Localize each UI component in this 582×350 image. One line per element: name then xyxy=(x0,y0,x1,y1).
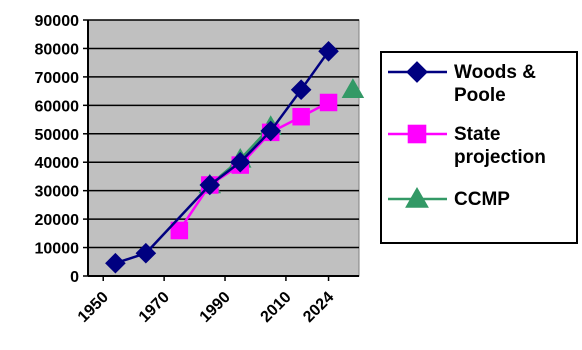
x-tick-label: 1990 xyxy=(197,289,234,326)
y-tick-label: 90000 xyxy=(35,13,80,30)
series-line-segment xyxy=(144,184,211,255)
y-tick-label: 20000 xyxy=(35,212,80,229)
legend-entry: CCMP xyxy=(388,186,510,210)
data-point xyxy=(341,78,365,98)
data-point xyxy=(406,61,428,83)
data-point xyxy=(318,40,339,62)
y-tick-label: 70000 xyxy=(35,70,80,87)
series-line-segment xyxy=(300,50,330,91)
legend-label: State xyxy=(454,124,500,145)
plot-area xyxy=(87,19,360,277)
data-point xyxy=(292,107,310,126)
gridlines xyxy=(88,19,359,249)
series-layer xyxy=(105,40,365,274)
legend-box xyxy=(380,51,578,244)
y-tick-label: 0 xyxy=(70,269,79,286)
y-tick-label: 30000 xyxy=(35,184,80,201)
y-tick-label: 60000 xyxy=(35,98,80,115)
data-point xyxy=(405,186,429,208)
data-point xyxy=(229,151,251,173)
data-point xyxy=(260,120,282,142)
data-point xyxy=(290,79,312,100)
y-axis-ticks: 0 10000 20000 30000 40000 50000 60000 70000 8000… xyxy=(35,13,88,286)
legend-label: Poole xyxy=(454,85,506,106)
y-tick-label: 10000 xyxy=(35,241,80,258)
y-tick-label: 50000 xyxy=(35,127,80,144)
data-point xyxy=(407,124,427,144)
data-point xyxy=(135,242,157,264)
legend-label: projection xyxy=(454,147,546,168)
x-axis-ticks: 1950 1970 1990 2010 2024 xyxy=(75,276,337,326)
data-point xyxy=(319,93,338,112)
series-line-segment xyxy=(269,88,303,132)
legend-label: CCMP xyxy=(454,189,510,210)
x-tick-label: 2024 xyxy=(300,289,337,326)
y-tick-label: 80000 xyxy=(35,41,80,58)
x-tick-label: 1950 xyxy=(75,289,112,326)
data-point xyxy=(105,252,126,274)
data-point xyxy=(170,221,189,240)
series-woods-poole xyxy=(105,40,339,274)
x-tick-label: 2010 xyxy=(258,289,295,326)
data-point xyxy=(199,174,221,196)
axes xyxy=(87,20,359,277)
legend-entry: Woods &Poole xyxy=(388,61,536,106)
legend-label: Woods & xyxy=(454,62,536,83)
y-tick-label: 40000 xyxy=(35,155,80,172)
x-tick-label: 1970 xyxy=(136,289,173,326)
